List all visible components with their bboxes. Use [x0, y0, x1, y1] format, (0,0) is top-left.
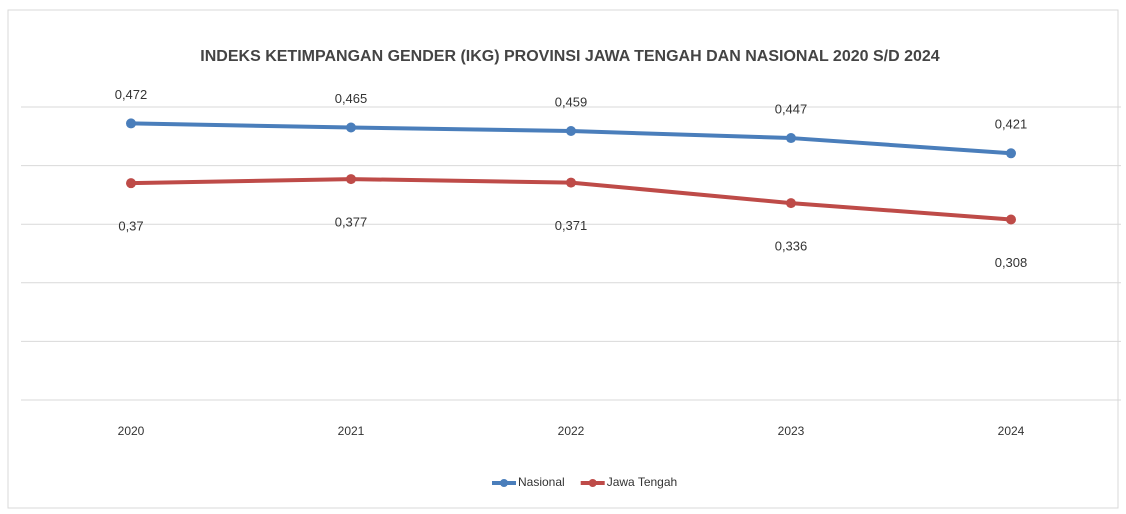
data-label: 0,421 [995, 117, 1028, 132]
data-label: 0,459 [555, 94, 588, 109]
x-tick-label: 2021 [338, 424, 365, 438]
data-label: 0,336 [775, 239, 808, 254]
data-label: 0,308 [995, 255, 1028, 270]
data-point [786, 198, 796, 209]
chart-border [7, 9, 1119, 509]
data-point [126, 118, 136, 129]
data-point [346, 122, 356, 133]
data-point [786, 133, 796, 144]
data-label: 0,472 [115, 87, 148, 102]
legend-label: Nasional [518, 475, 565, 489]
legend-marker [588, 479, 597, 487]
chart-title: INDEKS KETIMPANGAN GENDER (IKG) PROVINSI… [200, 48, 939, 65]
data-point [566, 126, 576, 137]
x-tick-label: 2024 [998, 424, 1025, 438]
data-point [1006, 148, 1016, 159]
data-label: 0,371 [555, 218, 588, 233]
data-point [566, 177, 576, 188]
data-label: 0,37 [118, 219, 143, 234]
x-tick-label: 2022 [558, 424, 585, 438]
data-label: 0,465 [335, 91, 368, 106]
data-point [346, 174, 356, 185]
x-tick-label: 2020 [118, 424, 145, 438]
x-tick-label: 2023 [778, 424, 805, 438]
legend-label: Jawa Tengah [607, 475, 678, 489]
data-label: 0,447 [775, 101, 808, 116]
data-point [126, 178, 136, 189]
data-point [1006, 214, 1016, 225]
data-label: 0,377 [335, 215, 368, 230]
legend-marker [500, 479, 508, 487]
